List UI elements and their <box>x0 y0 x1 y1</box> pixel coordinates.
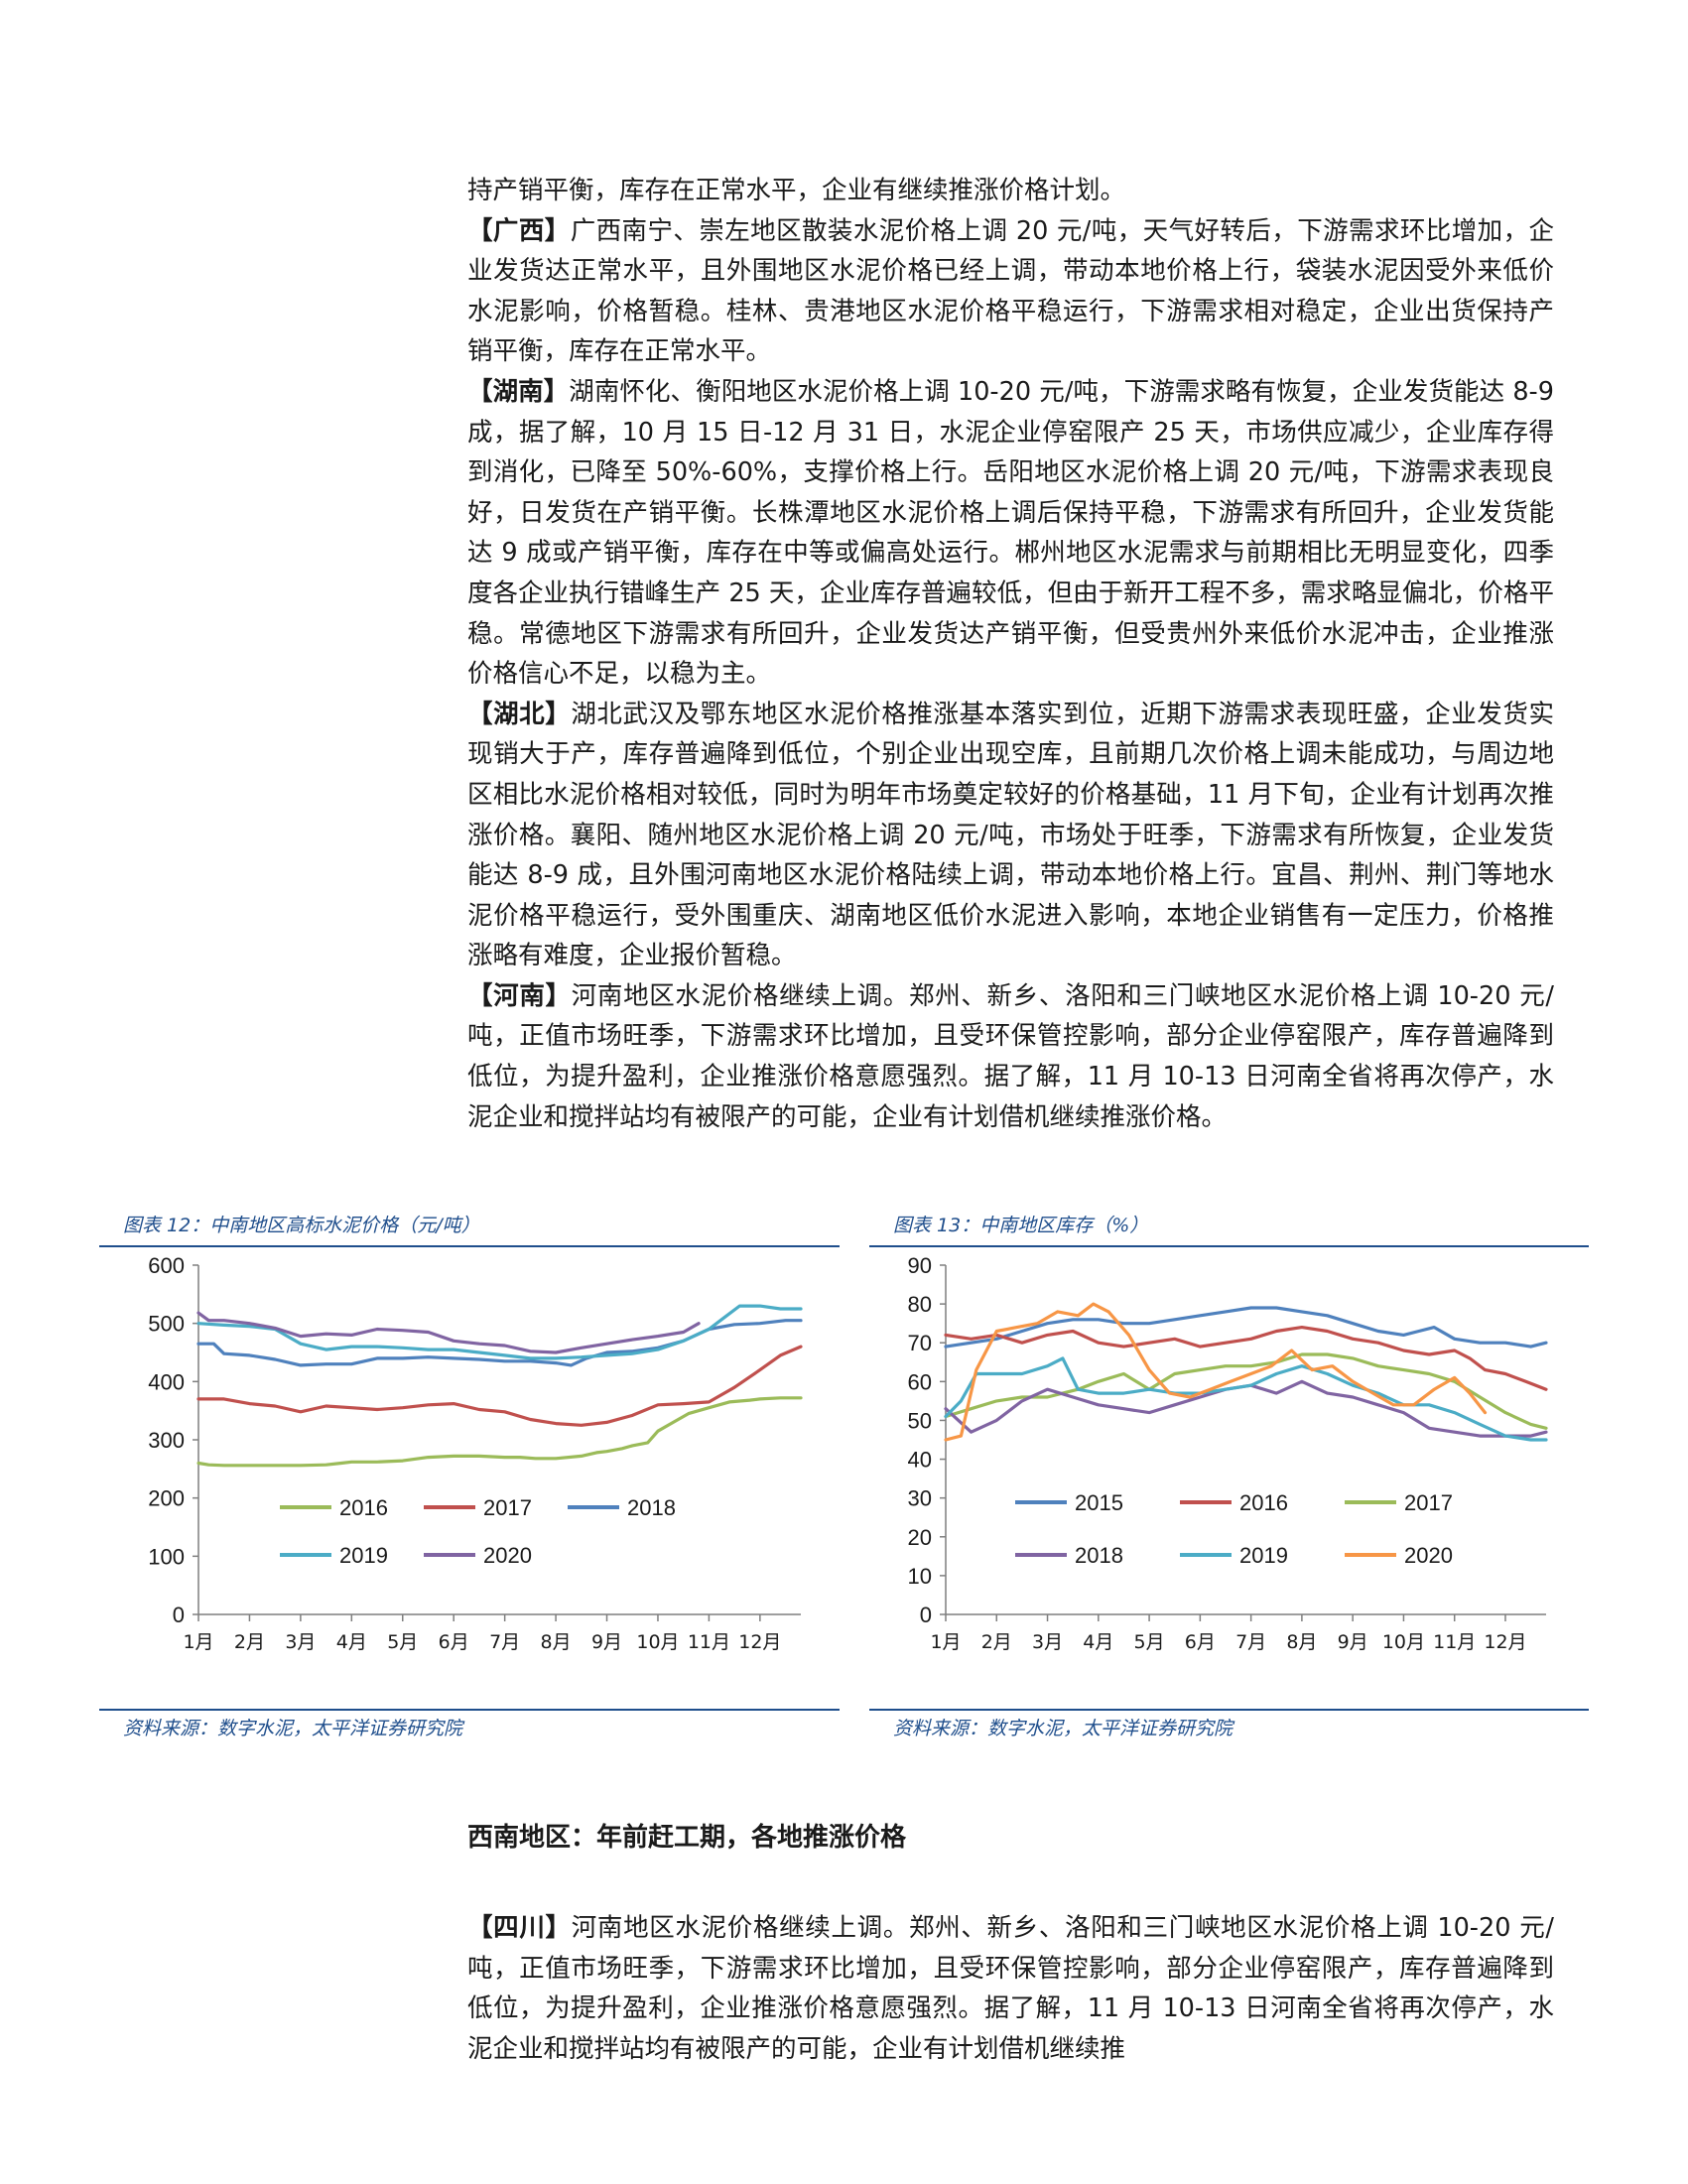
series-line-2020 <box>196 1311 701 1354</box>
region-tag: 【广西】 <box>467 215 571 246</box>
y-tick-label: 0 <box>173 1603 185 1627</box>
legend-label: 2016 <box>339 1495 388 1520</box>
divider <box>99 1709 840 1711</box>
series-line-2019 <box>944 1356 1548 1442</box>
x-tick-label: 8月 <box>541 1631 572 1653</box>
y-tick-label: 40 <box>908 1448 932 1473</box>
chart-13: 图表 13：中南地区库存（%） 0 10 20 30 40 50 60 70 80 90 1月 2月 3… <box>869 1206 1589 1746</box>
divider <box>869 1245 1589 1247</box>
divider <box>869 1709 1589 1711</box>
x-tick-label: 2月 <box>981 1631 1012 1653</box>
region-tag: 【四川】 <box>467 1913 572 1943</box>
x-tick-label: 11月 <box>688 1631 730 1653</box>
legend-label: 2019 <box>339 1543 388 1568</box>
x-tick-label: 12月 <box>1484 1631 1526 1653</box>
x-tick-label: 7月 <box>489 1631 520 1653</box>
x-tick-label: 2月 <box>234 1631 265 1653</box>
y-tick-label: 70 <box>908 1331 932 1355</box>
y-tick-label: 200 <box>148 1486 185 1511</box>
y-tick-label: 90 <box>908 1253 932 1278</box>
x-tick-label: 11月 <box>1433 1631 1476 1653</box>
x-tick-label: 5月 <box>387 1631 418 1653</box>
y-tick-label: 300 <box>148 1428 185 1453</box>
body-text-bottom: 【四川】河南地区水泥价格继续上调。郑州、新乡、洛阳和三门峡地区水泥价格上调 10… <box>467 1908 1554 2069</box>
y-tick-label: 10 <box>908 1564 932 1589</box>
series-line-2015 <box>944 1306 1548 1349</box>
section-heading: 西南地区：年前赶工期，各地推涨价格 <box>467 1823 907 1853</box>
y-tick-label: 30 <box>908 1486 932 1511</box>
paragraph: 持产销平衡，库存在正常水平，企业有继续推涨价格计划。 <box>467 176 1126 205</box>
legend-label: 2018 <box>627 1495 676 1520</box>
x-tick-label: 12月 <box>738 1631 781 1653</box>
y-tick-label: 60 <box>908 1369 932 1394</box>
paragraph-sichuan: 【四川】河南地区水泥价格继续上调。郑州、新乡、洛阳和三门峡地区水泥价格上调 10… <box>467 1913 1554 2064</box>
chart-source: 资料来源：数字水泥，太平洋证券研究院 <box>123 1718 463 1739</box>
x-tick-label: 10月 <box>1382 1631 1425 1653</box>
region-tag: 【河南】 <box>467 980 572 1011</box>
legend-label: 2017 <box>483 1495 532 1520</box>
y-tick-label: 400 <box>148 1369 185 1394</box>
paragraph-hunan: 【湖南】湖南怀化、衡阳地区水泥价格上调 10-20 元/吨，下游需求略有恢复，企… <box>467 376 1554 690</box>
series-line-2017 <box>196 1345 803 1427</box>
series-line-2016 <box>196 1396 803 1468</box>
x-tick-label: 1月 <box>183 1631 213 1653</box>
x-tick-label: 10月 <box>636 1631 679 1653</box>
y-tick-label: 20 <box>908 1525 932 1550</box>
x-tick-label: 4月 <box>336 1631 367 1653</box>
series-line-2019 <box>196 1304 803 1360</box>
x-tick-label: 3月 <box>285 1631 316 1653</box>
chart-12: 图表 12：中南地区高标水泥价格（元/吨） 0 100 200 300 400 500 60… <box>99 1206 840 1746</box>
series-line-2017 <box>944 1352 1548 1430</box>
region-tag: 【湖北】 <box>467 699 572 729</box>
y-tick-label: 50 <box>908 1408 932 1433</box>
x-tick-label: 8月 <box>1286 1631 1317 1653</box>
legend-label: 2020 <box>1404 1543 1453 1568</box>
chart-source: 资料来源：数字水泥，太平洋证券研究院 <box>893 1718 1234 1739</box>
chart-title: 图表 12：中南地区高标水泥价格（元/吨） <box>123 1215 480 1236</box>
x-tick-label: 1月 <box>930 1631 961 1653</box>
series-line-2020 <box>944 1302 1488 1442</box>
paragraph-guangxi: 【广西】广西南宁、崇左地区散装水泥价格上调 20 元/吨，天气好转后，下游需求环… <box>467 215 1554 367</box>
y-tick-label: 500 <box>148 1312 185 1337</box>
y-tick-label: 0 <box>920 1603 932 1627</box>
divider <box>99 1245 840 1247</box>
legend-label: 2020 <box>483 1543 532 1568</box>
series-line-2016 <box>944 1325 1548 1391</box>
y-tick-label: 80 <box>908 1292 932 1317</box>
y-tick-label: 100 <box>148 1544 185 1569</box>
x-tick-label: 7月 <box>1235 1631 1266 1653</box>
x-tick-label: 3月 <box>1032 1631 1063 1653</box>
body-text-top: 持产销平衡，库存在正常水平，企业有继续推涨价格计划。 【广西】广西南宁、崇左地区… <box>467 171 1554 1137</box>
y-tick-label: 600 <box>148 1253 185 1278</box>
legend-label: 2019 <box>1239 1543 1288 1568</box>
legend-label: 2016 <box>1239 1490 1288 1515</box>
x-tick-label: 6月 <box>1185 1631 1216 1653</box>
paragraph-henan: 【河南】河南地区水泥价格继续上调。郑州、新乡、洛阳和三门峡地区水泥价格上调 10… <box>467 980 1554 1132</box>
paragraph-hubei: 【湖北】湖北武汉及鄂东地区水泥价格推涨基本落实到位，近期下游需求表现旺盛，企业发… <box>467 699 1554 971</box>
x-tick-label: 4月 <box>1083 1631 1113 1653</box>
chart-title: 图表 13：中南地区库存（%） <box>893 1215 1149 1236</box>
series-line-2018 <box>944 1379 1548 1438</box>
x-tick-label: 9月 <box>591 1631 622 1653</box>
price-line-chart: 0 100 200 300 400 500 600 1月 2月 3月 4月 5月 6月 7月 8月 9月 10月… <box>148 1253 803 1653</box>
x-tick-label: 9月 <box>1338 1631 1368 1653</box>
legend-label: 2015 <box>1075 1490 1123 1515</box>
region-tag: 【湖南】 <box>467 376 570 407</box>
legend-label: 2018 <box>1075 1543 1123 1568</box>
x-tick-label: 5月 <box>1134 1631 1165 1653</box>
x-tick-label: 6月 <box>439 1631 469 1653</box>
legend-label: 2017 <box>1404 1490 1453 1515</box>
inventory-line-chart: 0 10 20 30 40 50 60 70 80 90 1月 2月 3月 4月 5月 6月 7月 8月 9月 10月… <box>908 1253 1548 1653</box>
